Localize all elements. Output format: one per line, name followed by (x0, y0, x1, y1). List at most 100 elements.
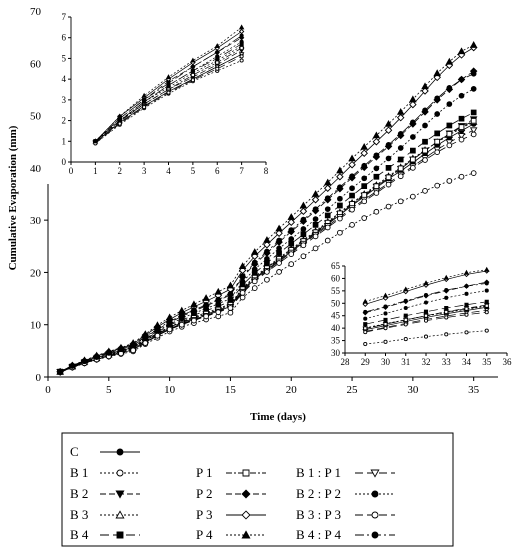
inset-early-y-tick-label: 5 (62, 53, 67, 63)
data-point-p-1 (397, 165, 404, 172)
inset-late-data-point-p-1 (403, 317, 408, 322)
data-point-b-4-p-4 (276, 237, 282, 244)
data-point-b-4-p-4 (312, 206, 319, 213)
data-point-p-1 (434, 138, 441, 145)
data-point-b-4 (324, 212, 331, 219)
legend-marker-b-3 (115, 510, 125, 519)
inset-early-x-tick-label: 2 (118, 166, 123, 176)
data-point-b-4 (446, 122, 453, 129)
data-point-b-1 (337, 229, 343, 236)
legend-label-p-1: P 1 (196, 465, 213, 480)
data-point-b-1-p-1 (469, 127, 478, 135)
data-point-b-1 (300, 253, 307, 260)
data-point-b-3-p-3 (215, 309, 222, 316)
data-point-b-2-p-2 (337, 195, 343, 202)
inset-late-y-tick-label: 55 (331, 286, 341, 296)
inset-early-data-point-p-4 (238, 24, 245, 30)
inset-early-data-point-b-2-p-2 (239, 39, 244, 44)
data-point-b-4-p-4 (69, 363, 76, 369)
data-point-b-1 (349, 221, 355, 228)
inset-late-data-point-b-2-p-2 (423, 300, 429, 305)
data-point-p-1 (373, 183, 380, 190)
data-point-b-3-p-3 (434, 149, 441, 156)
data-point-b-2-p-2 (422, 122, 428, 129)
data-point-p-3 (287, 218, 295, 226)
inset-late-x-tick-label: 33 (442, 357, 452, 367)
data-point-p-4 (445, 57, 454, 65)
inset-late-data-point-p-4 (402, 286, 409, 292)
legend-marker-b-1 (116, 469, 124, 477)
data-point-p-4 (433, 69, 441, 77)
data-point-b-1 (251, 285, 258, 291)
inset-late-background (315, 258, 513, 375)
data-point-b-4 (410, 147, 416, 154)
inset-early-data-point-p-1 (190, 72, 195, 78)
data-point-b-4-p-4 (142, 333, 149, 340)
inset-early-x-tick-label: 4 (166, 166, 171, 176)
data-point-b-4-p-4 (288, 227, 295, 233)
inset-late-data-point-b-3-p-3 (484, 310, 489, 315)
inset-late-data-point-b-2-p-2 (464, 291, 469, 296)
data-point-b-2-p-2 (349, 185, 355, 192)
data-point-b-4 (373, 173, 380, 180)
data-point-b-3-p-3 (312, 233, 319, 240)
data-point-p-4 (263, 236, 271, 243)
y-tick-label: 10 (30, 320, 42, 332)
legend-label-b-2-p-2: B 2 : P 2 (296, 486, 341, 501)
data-point-b-1 (373, 208, 380, 215)
inset-late-x-tick-label: 35 (482, 357, 492, 367)
data-point-p-4 (421, 82, 429, 90)
data-point-b-3-p-3 (142, 340, 149, 346)
legend-label-p-3: P 3 (196, 507, 213, 522)
inset-late-x-tick-label: 34 (462, 357, 472, 367)
legend-label-b-3: B 3 (70, 507, 88, 522)
data-point-p-4 (311, 190, 320, 197)
inset-early-data-point-b-3-p-3 (117, 121, 122, 126)
data-point-b-2-p-2 (288, 236, 295, 242)
inset-late-data-point-b-4 (383, 317, 388, 322)
data-point-b-4 (422, 138, 428, 145)
data-point-b-2-p-2 (239, 278, 246, 285)
inset-early-data-point-b-4-p-4 (117, 116, 122, 121)
legend-marker-p-3 (241, 510, 251, 520)
inset-early-y-tick-label: 3 (62, 95, 67, 105)
data-point-p-3 (311, 195, 320, 204)
inset-early-y-tick-label: 6 (62, 33, 67, 43)
data-point-b-1 (324, 237, 331, 244)
inset-early-y-tick-label: 1 (62, 136, 67, 146)
y-tick-label: 0 (36, 372, 42, 384)
inset-early-data-point-p-4 (214, 43, 221, 49)
data-point-p-4 (202, 294, 210, 301)
data-point-p-4 (190, 300, 198, 308)
data-point-b-4-p-4 (385, 142, 392, 148)
x-axis-title: Time (days) (250, 411, 306, 423)
data-point-p-3 (251, 252, 259, 260)
inset-late-data-point-b-1 (464, 330, 469, 335)
data-point-b-2-p-2 (385, 155, 392, 162)
y-tick-label: 20 (30, 267, 42, 279)
inset-early-data-point-p-1 (239, 46, 244, 51)
legend-marker-b-4-p-4 (371, 531, 379, 539)
data-point-p-4 (299, 201, 308, 209)
inset-late-x-tick-label: 32 (422, 357, 431, 367)
inset-late-data-point-b-3-p-3 (383, 326, 388, 331)
inset-early-y-tick-label: 0 (62, 157, 67, 167)
y-tick-label: 30 (30, 215, 42, 227)
inset-late-data-point-b-4-p-4 (363, 309, 368, 315)
data-point-p-4 (409, 95, 417, 103)
inset-early-data-point-b-4-p-4 (239, 33, 244, 38)
inset-early-data-point-p-1 (215, 60, 220, 65)
inset-early-x-tick-label: 7 (239, 166, 244, 176)
data-point-p-1 (361, 192, 368, 198)
data-point-b-4 (337, 202, 343, 209)
inset-early-data-point-b-3-p-3 (142, 105, 147, 110)
legend-label-b-4: B 4 (70, 527, 89, 542)
inset-late-y-tick-label: 65 (331, 261, 341, 271)
data-point-b-1 (361, 215, 368, 221)
data-point-b-3-p-3 (203, 313, 209, 320)
inset-early-data-point-b-4-p-4 (166, 81, 171, 86)
inset-late-data-point-b-4-p-4 (383, 304, 388, 309)
data-point-b-2-p-2 (397, 145, 404, 151)
